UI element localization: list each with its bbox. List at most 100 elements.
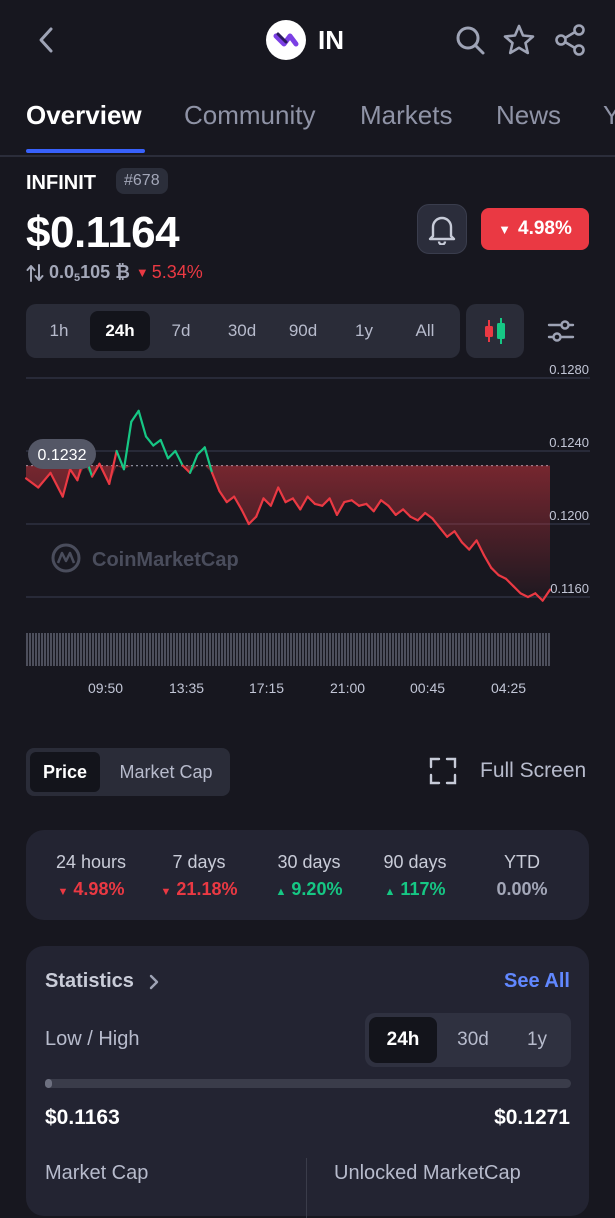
volume-bar [143,633,145,666]
watermark-text: CoinMarketCap [92,549,239,571]
caret-down-icon: ▼ [57,886,69,898]
volume-bar [215,633,217,666]
volume-bar [257,633,259,666]
volume-bar [434,633,436,666]
volume-bar [356,633,358,666]
caret-down-icon: ▼ [160,886,172,898]
range-30d[interactable]: 30d [227,321,257,340]
volume-bar [515,633,517,666]
candlestick-toggle[interactable] [466,304,524,358]
volume-bar [263,633,265,666]
price-alert-button[interactable] [417,204,467,254]
volume-bar [386,633,388,666]
volume-bar [125,633,127,666]
price-segment [49,471,64,498]
volume-bar [521,633,523,666]
btc-price-value: 105 ₿ [80,262,130,282]
volume-bar [101,633,103,666]
perf-period: 24 hours [55,852,127,872]
volume-bar [158,633,160,666]
volume-bar [62,633,64,666]
price-segment [401,508,412,518]
volume-bar [314,633,316,666]
search-button[interactable] [452,22,488,58]
volume-bar [185,633,187,666]
price-segment [247,515,258,526]
price-segment [144,435,155,447]
price-segment [240,508,250,526]
price-segment [482,553,493,569]
price-segment [291,497,302,511]
volume-bar [194,633,196,666]
volume-bar [365,633,367,666]
volume-bar [140,633,142,666]
share-icon [555,24,585,56]
tab-community[interactable]: Community [184,100,316,130]
volume-bar [245,633,247,666]
volume-bar [104,633,106,666]
price-segment [497,574,508,580]
period-30d[interactable]: 30d [457,1029,489,1050]
market-cap-label: Market Cap [45,1162,149,1184]
volume-bar [56,633,58,666]
x-tick-label: 00:45 [410,680,446,696]
volume-bar [494,633,496,666]
change-24h-badge: ▼ 4.98% [481,208,589,250]
price-segment [174,449,184,467]
volume-bar [470,633,472,666]
watchlist-button[interactable] [501,22,537,58]
price-segment [196,446,206,456]
volume-bar [326,633,328,666]
period-24h[interactable]: 24h [369,1017,437,1063]
perf-ytd: YTD 0.00% [467,830,577,900]
see-all-link[interactable]: See All [504,970,570,992]
range-1h[interactable]: 1h [49,321,69,340]
star-icon [503,24,535,55]
volume-bar [518,633,520,666]
y-tick-label: 0.1240 [549,435,589,450]
volume-bar [410,633,412,666]
range-all[interactable]: All [415,321,435,340]
perf-30d: 30 days ▲ 9.20% [254,830,364,900]
mode-market-cap[interactable]: Market Cap [119,762,213,782]
tab-more[interactable]: Y [603,100,615,131]
price-segment [335,501,346,516]
volume-bar [221,633,223,666]
price-segment [218,490,228,504]
tab-news[interactable]: News [496,100,562,130]
full-screen-button[interactable]: Full Screen [428,756,586,786]
chart-settings-button[interactable] [542,312,580,350]
chart-mode-toggle: Price Market Cap [26,748,230,796]
x-tick-label: 17:15 [249,680,285,696]
below-open-fill [26,465,550,601]
x-tick-label: 13:35 [169,680,205,696]
range-7d[interactable]: 7d [171,321,191,340]
volume-bar [491,633,493,666]
price-segment [262,497,272,507]
volume-bar [296,633,298,666]
statistics-header[interactable]: Statistics [45,970,162,993]
price-segment [233,495,243,511]
range-24h[interactable]: 24h [90,311,150,351]
chart-area-fill [26,465,550,601]
period-1y[interactable]: 1y [526,1029,548,1050]
mode-price[interactable]: Price [30,752,100,792]
volume-bar [122,633,124,666]
time-range-selector: 1h 24h 7d 30d 90d 1y All [26,304,460,358]
perf-change: ▲ 117% [384,879,446,899]
volume-bar [524,633,526,666]
range-90d[interactable]: 90d [288,321,318,340]
volume-bar [503,633,505,666]
tab-markets[interactable]: Markets [360,100,453,130]
back-button[interactable] [28,22,64,58]
tab-overview[interactable]: Overview [26,100,142,130]
share-button[interactable] [552,22,588,58]
volume-bar [47,633,49,666]
price-segment [188,453,199,475]
price-segment [409,515,419,522]
price-segment [343,499,353,504]
price-chart[interactable]: CoinMarketCap 0.1232 0.12800.12400.12000… [0,360,615,700]
volume-bar [35,633,37,666]
range-1y[interactable]: 1y [355,321,373,340]
volume-bar [137,633,139,666]
